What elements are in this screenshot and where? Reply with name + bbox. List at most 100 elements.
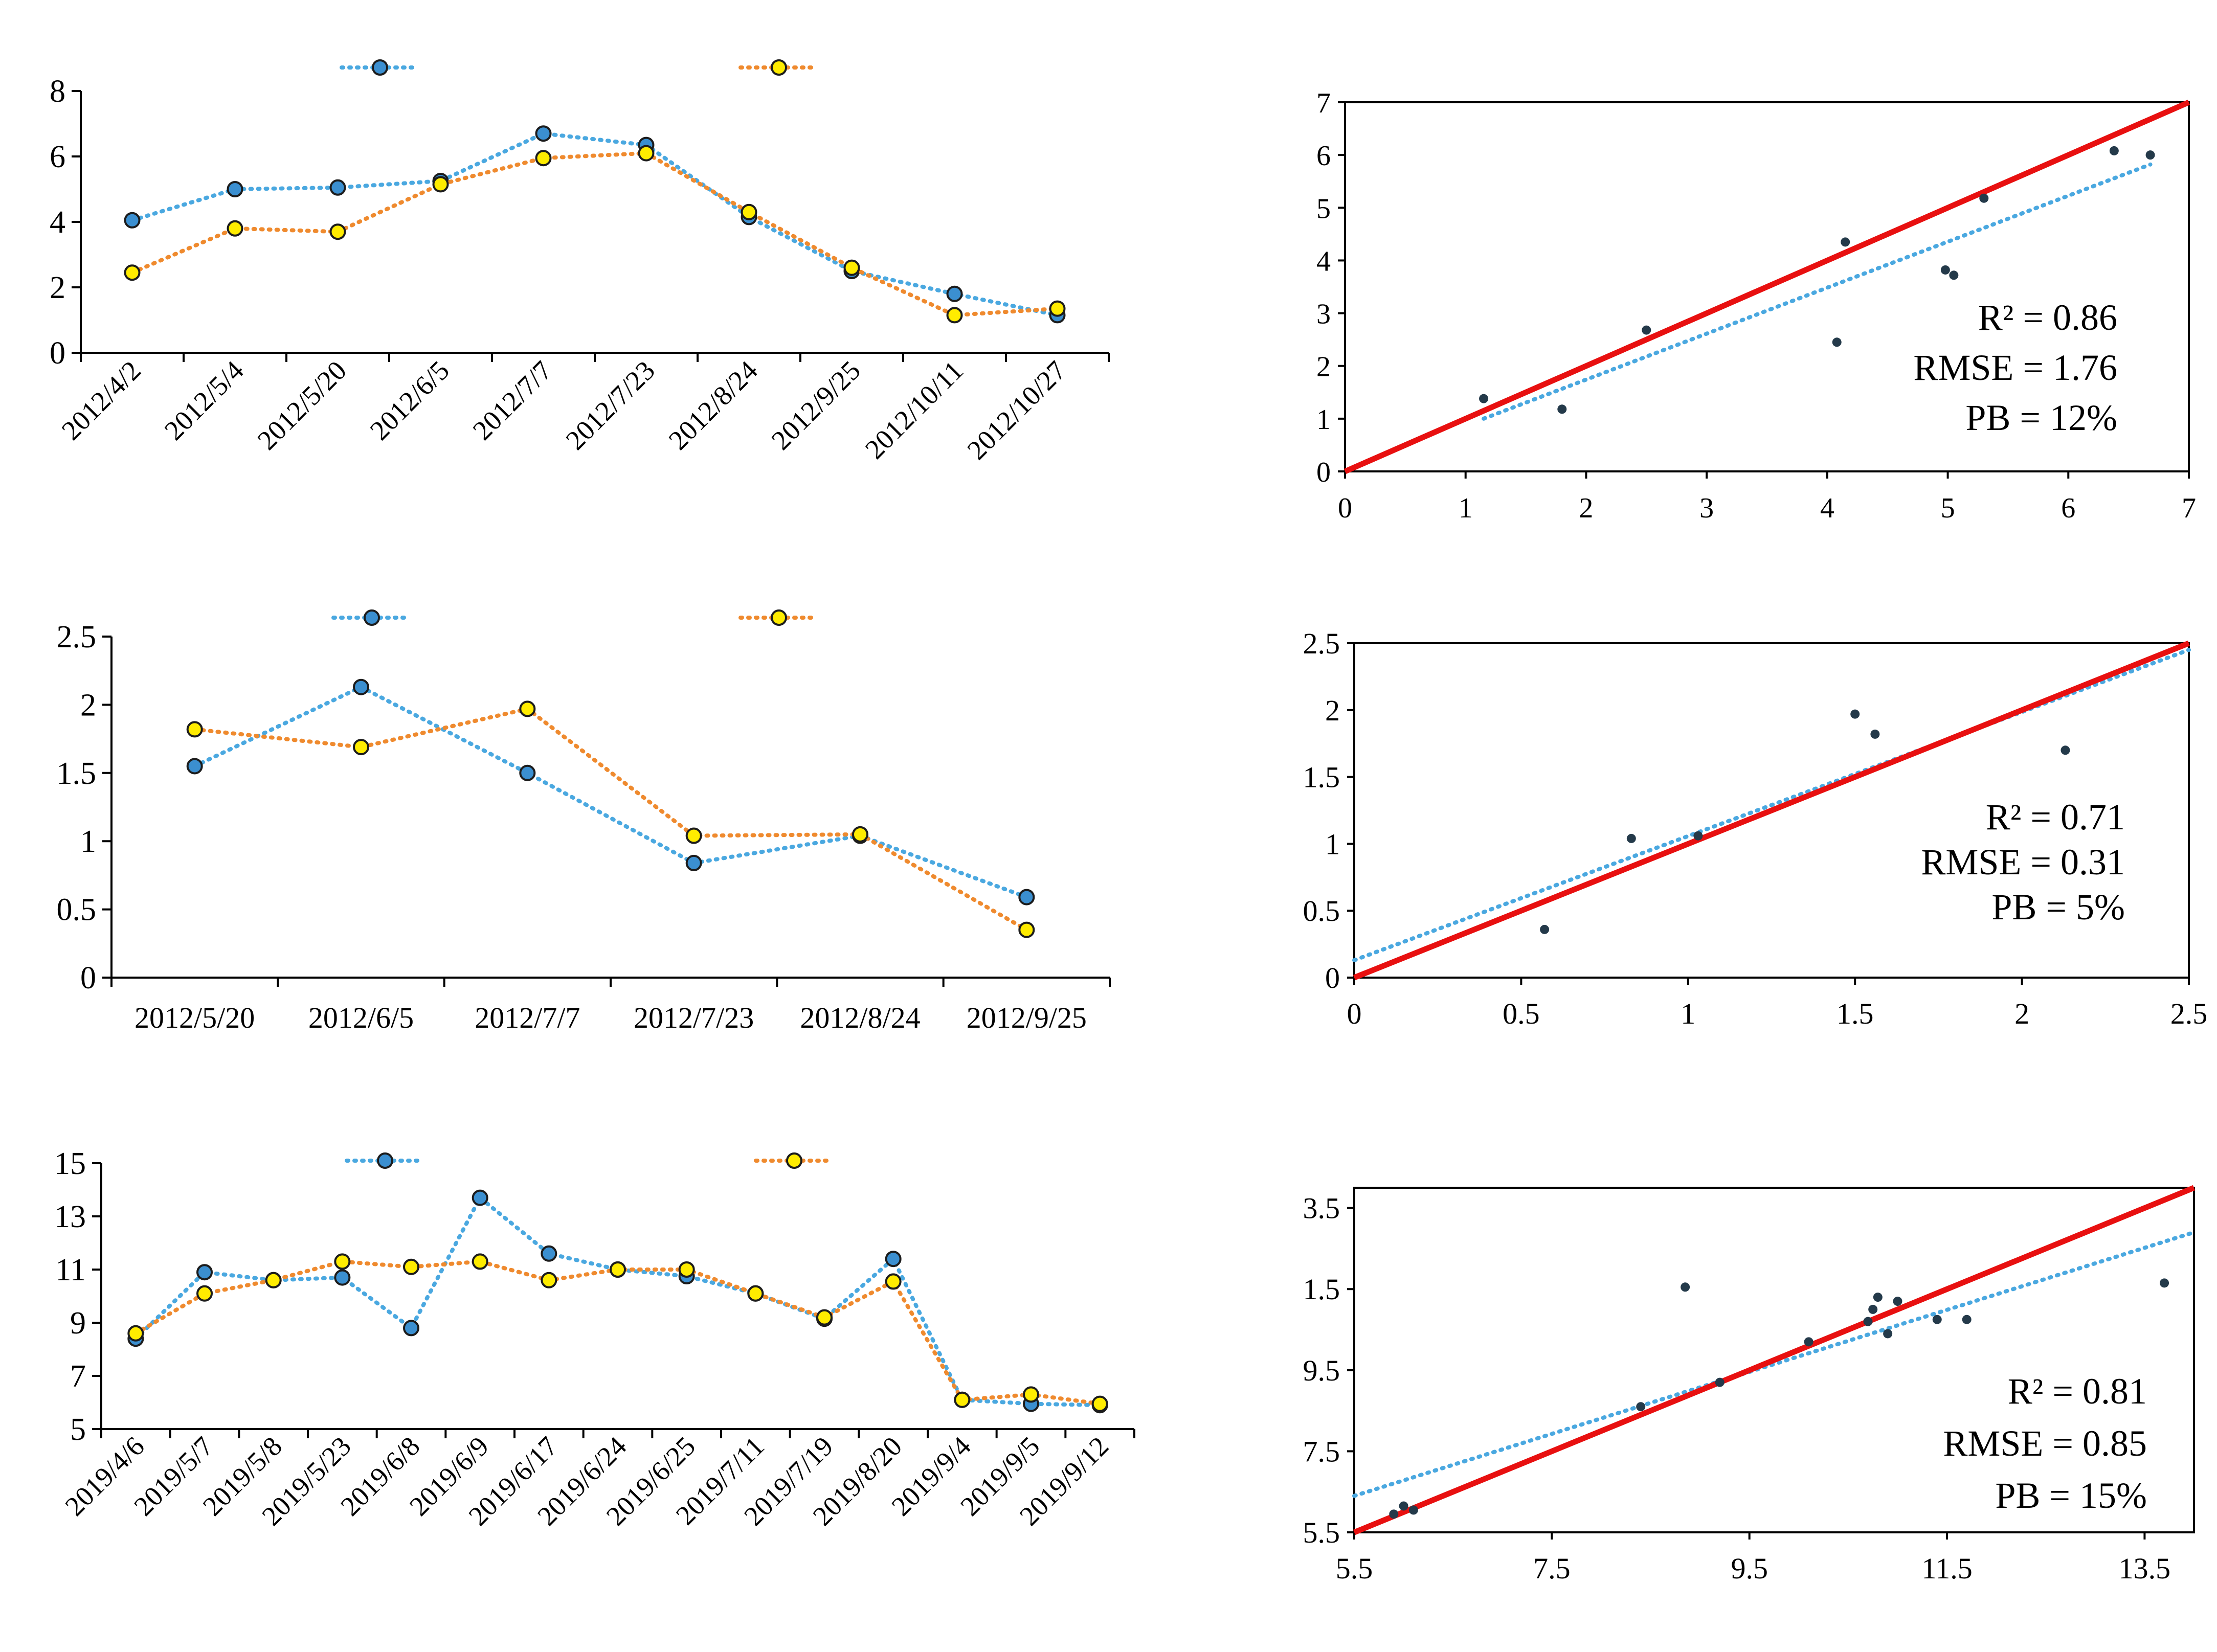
observation-point [186, 758, 203, 775]
x-tick-label: 4 [1820, 492, 1834, 524]
observation-series-line [192, 685, 1029, 899]
modeled-point [186, 721, 203, 738]
scatter-point [1873, 1293, 1883, 1302]
scatter-point [1479, 394, 1489, 403]
y-tick-label: 15 [54, 1146, 86, 1181]
trend-line [1352, 1230, 2196, 1498]
observation-point [472, 1189, 488, 1206]
y-tick-label: 0.5 [1303, 894, 1340, 927]
observation-point [334, 1269, 351, 1286]
x-tick-label: 2012/10/11 [859, 355, 969, 465]
modeled-point [843, 259, 860, 276]
stat-label: RMSE = 1.76 [1913, 347, 2117, 388]
legend-modeled-marker [771, 609, 787, 626]
scatter-point [1940, 265, 1950, 275]
y-tick-label: 0 [1316, 457, 1331, 488]
observation-point [227, 181, 243, 197]
modeled-point [678, 1261, 695, 1278]
y-tick-label: 6 [50, 140, 65, 174]
modeled-point [265, 1272, 282, 1288]
modeled-point [885, 1273, 902, 1290]
y-tick-label: 7 [70, 1359, 86, 1394]
stat-label: PB = 15% [1995, 1475, 2147, 1516]
y-tick-label: 2 [50, 270, 65, 305]
modeled-point [852, 826, 868, 843]
panel-scatter-evaporation-pan: 5.5 7.5 9.5 11.5 13.5 5.5 7.5 9.5 1.5 3.5 R² = 0.8… [1303, 1185, 2196, 1585]
trend-line [1352, 648, 2191, 962]
y-tick-label: 2.5 [1303, 627, 1340, 660]
scatter-point [2061, 745, 2070, 755]
y-tick-label: 1.5 [57, 756, 97, 791]
modeled-point [353, 739, 369, 756]
x-tick-label: 2012/7/7 [467, 355, 558, 446]
y-tick-label: 1.5 [1303, 761, 1340, 794]
x-tick-label: 2012/7/23 [634, 1001, 754, 1034]
x-tick-label: 2012/5/20 [252, 355, 352, 456]
y-tick-label: 11 [55, 1253, 86, 1287]
observation-point [1018, 889, 1035, 906]
stat-label: RMSE = 0.85 [1943, 1423, 2147, 1464]
scatter-point [1893, 1297, 1902, 1306]
x-tick-label: 5.5 [1336, 1552, 1373, 1585]
y-tick-label: 4 [1316, 245, 1331, 277]
y-tick-label: 0 [50, 336, 65, 371]
scatter-point [2109, 146, 2119, 155]
x-tick-label: 2012/7/23 [560, 355, 661, 456]
y-tick-label: 7 [1316, 87, 1331, 119]
observation-point [685, 854, 702, 871]
y-tick-label: 7.5 [1303, 1435, 1340, 1468]
modeled-point [403, 1258, 419, 1275]
y-tick-label: 3 [1316, 299, 1331, 330]
x-tick-label: 2012/6/5 [308, 1001, 414, 1034]
x-tick-label: 5 [1941, 492, 1955, 524]
scatter-point [2145, 150, 2155, 160]
x-tick-label: 1 [1459, 492, 1473, 524]
x-tick-label: 13.5 [2119, 1552, 2171, 1585]
scatter-point [1962, 1315, 1972, 1324]
x-tick-label: 1 [1681, 997, 1695, 1030]
modeled-point [519, 700, 536, 717]
scatter-point [1804, 1337, 1813, 1347]
x-tick-label: 6 [2061, 492, 2075, 524]
y-tick-label: 5 [1316, 193, 1331, 224]
scatter-point [1715, 1377, 1725, 1387]
x-tick-label: 0 [1338, 492, 1352, 524]
scatter-point [1399, 1501, 1408, 1511]
observation-point [403, 1320, 419, 1337]
scatter-point [1642, 325, 1651, 335]
x-tick-label: 2012/4/2 [56, 355, 147, 446]
modeled-point [946, 307, 963, 324]
scatter-point [1863, 1317, 1873, 1326]
scatter-point [1681, 1282, 1690, 1292]
scatter-point [1389, 1509, 1399, 1519]
modeled-point [196, 1285, 213, 1302]
y-tick-label: 1 [1316, 404, 1331, 436]
scatter-point [1841, 237, 1850, 247]
scatter-point [1636, 1402, 1646, 1412]
legend-observation-marker [364, 609, 380, 626]
panel-scatter-kzl: 0 1 2 3 4 5 6 7 0 1 2 3 4 5 6 7 R² = 0.86 RMSE = 1.76 PB =… [1316, 87, 2196, 524]
observation-point [519, 764, 536, 781]
x-tick-label: 2 [1579, 492, 1593, 524]
y-tick-label: 1.5 [1303, 1273, 1340, 1306]
x-tick-label: 2012/9/25 [766, 355, 866, 456]
y-tick-label: 9.5 [1303, 1354, 1340, 1387]
scatter-point [1557, 404, 1567, 414]
y-tick-label: 2 [1316, 351, 1331, 383]
modeled-point [541, 1272, 557, 1288]
x-tick-label: 9.5 [1731, 1552, 1768, 1585]
x-tick-label: 0.5 [1503, 997, 1540, 1030]
y-tick-label: 4 [50, 205, 65, 240]
modeled-point [1091, 1395, 1108, 1412]
y-tick-label: 8 [50, 74, 65, 109]
panel-time-series-evaporation-pan: 5791113152019/4/62019/5/72019/5/82019/5/… [54, 1146, 1135, 1531]
y-tick-label: 9 [70, 1306, 86, 1341]
legend-observation-marker [377, 1152, 393, 1169]
one-to-one-line [1353, 1185, 2196, 1535]
x-tick-label: 2 [2014, 997, 2029, 1030]
x-tick-label: 2012/6/5 [364, 355, 455, 446]
modeled-point [1023, 1386, 1039, 1403]
scatter-point [1626, 833, 1636, 843]
scatter-point [1870, 729, 1880, 739]
stat-label: RMSE = 0.31 [1921, 842, 2125, 882]
